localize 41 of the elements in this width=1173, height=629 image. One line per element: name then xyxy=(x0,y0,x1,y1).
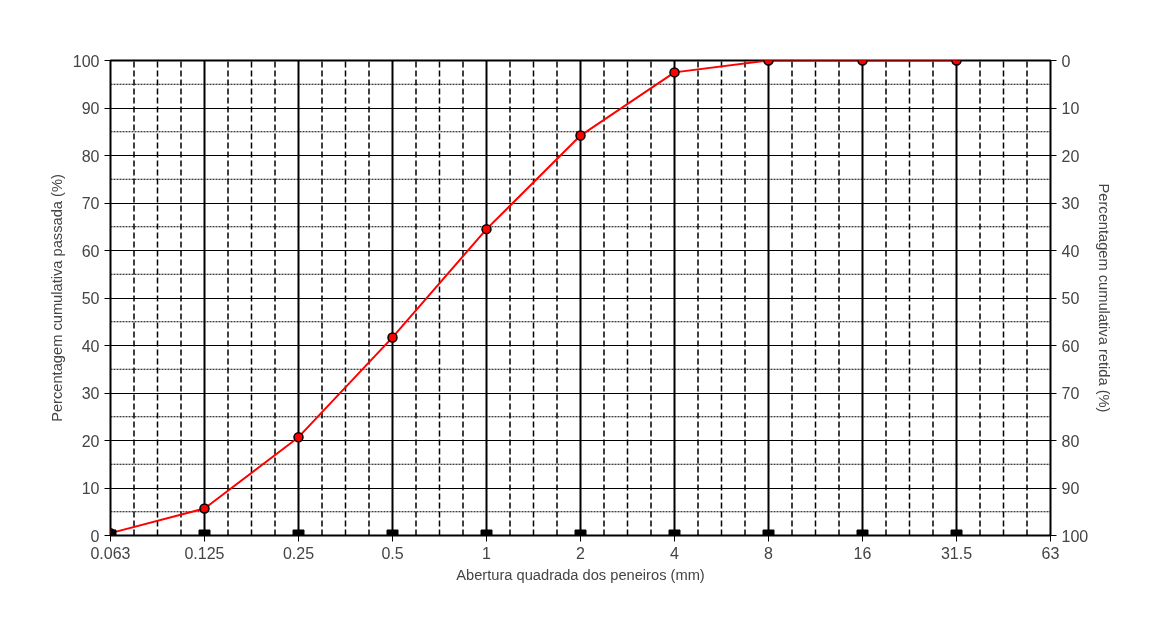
x-tick-label: 2 xyxy=(576,544,586,562)
x-tick-label: 1 xyxy=(482,544,492,562)
y2-tick-label: 80 xyxy=(1061,432,1080,450)
point xyxy=(575,130,586,141)
point xyxy=(481,223,492,235)
x-tick-label: 8 xyxy=(764,544,774,562)
x-tick-label: 0.5 xyxy=(381,544,404,562)
y2-tick-label: 0 xyxy=(1061,52,1071,70)
x-tick-label: 4 xyxy=(670,544,680,562)
y-tick-label: 80 xyxy=(81,147,100,165)
point xyxy=(387,332,398,343)
y-tick-label: 50 xyxy=(81,290,100,307)
y2-tick-label: 50 xyxy=(1061,290,1080,307)
x-tick-label: 0.25 xyxy=(282,544,315,562)
y2-tick-label: 100 xyxy=(1061,527,1089,545)
x-axis-title: Abertura quadrada dos peneiros (mm) xyxy=(456,566,705,583)
y2-tick-label: 20 xyxy=(1061,147,1080,165)
point xyxy=(293,431,304,443)
y-tick-label: 70 xyxy=(81,195,100,212)
y-tick-label: 40 xyxy=(81,337,100,355)
y-tick-label: 0 xyxy=(90,527,100,545)
y2-tick-label: 30 xyxy=(1061,195,1080,212)
y2-tick-label: 90 xyxy=(1061,480,1080,497)
x-tick-label: 16 xyxy=(853,544,872,562)
point xyxy=(669,67,680,78)
y-tick-label: 60 xyxy=(81,242,100,260)
y-tick-label: 20 xyxy=(81,432,100,450)
x-tick-label: 0.125 xyxy=(184,544,225,562)
y-axis-title: Percentagem cumulativa passada (%) xyxy=(48,174,65,422)
y2-tick-label: 60 xyxy=(1061,337,1080,355)
x-tick-label: 0.063 xyxy=(90,544,131,562)
y-tick-label: 90 xyxy=(81,100,100,117)
y-tick-label: 10 xyxy=(81,480,100,497)
y2-tick-label: 70 xyxy=(1061,385,1080,402)
x-tick-label: 63 xyxy=(1041,544,1060,562)
y-tick-label: 30 xyxy=(81,385,100,402)
y2-tick-label: 10 xyxy=(1061,100,1080,117)
y-tick-label: 100 xyxy=(72,52,100,70)
x-tick-label: 31.5 xyxy=(940,544,973,562)
y2-axis-title: Percentagem cumulativa retida (%) xyxy=(1096,183,1113,413)
y2-tick-label: 40 xyxy=(1061,242,1080,260)
